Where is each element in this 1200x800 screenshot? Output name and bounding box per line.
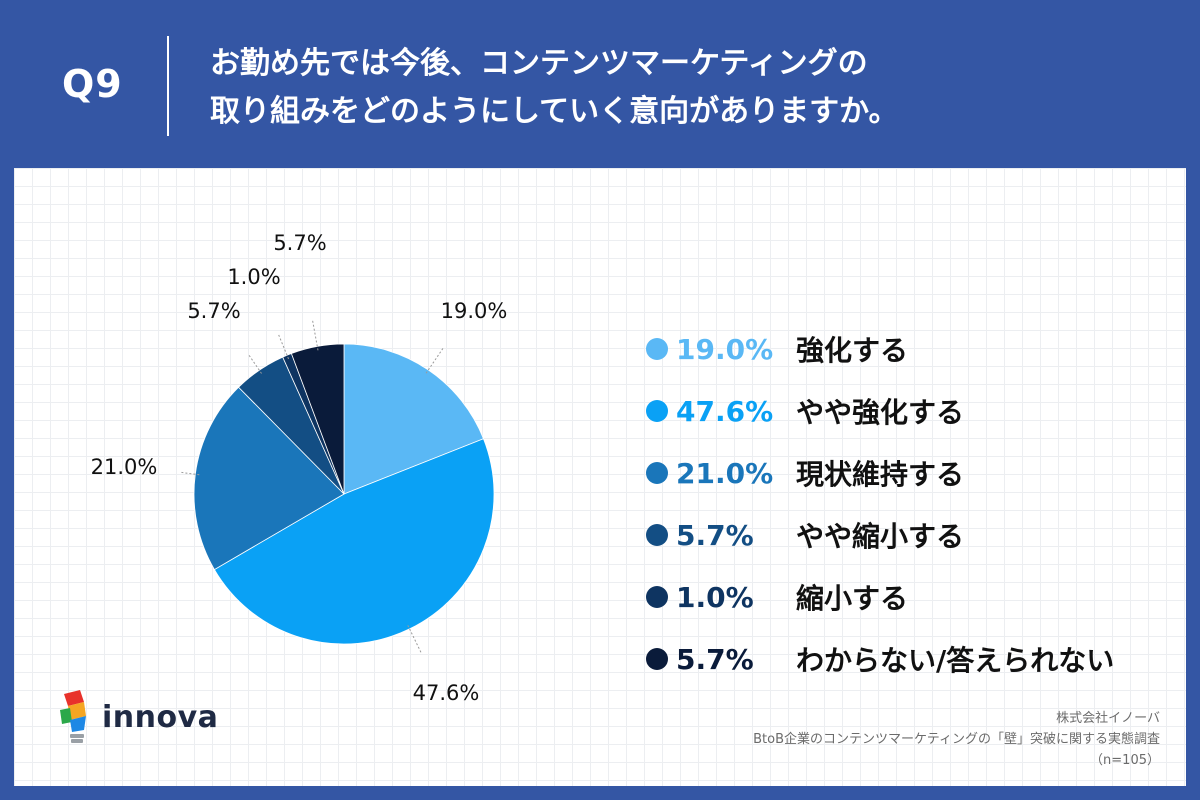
question-header: Q9 お勤め先では今後、コンテンツマーケティングの 取り組みをどのようにしていく… (0, 0, 1200, 170)
slice-data-label: 5.7% (187, 299, 240, 323)
legend-label: やや強化する (796, 396, 965, 429)
leader-line (312, 320, 319, 351)
legend-swatch (646, 400, 668, 422)
chart-panel: 19.0% 47.6% 21.0% 5.7% 1.0% 5.7% 19.0% 強化する 47.… (14, 168, 1186, 786)
slice-data-label: 47.6% (413, 681, 480, 705)
legend-label: わからない/答えられない (796, 644, 1115, 677)
source-survey: BtoB企業のコンテンツマーケティングの「壁」突破に関する実態調査 (753, 732, 1160, 747)
legend-swatch (646, 586, 668, 608)
legend-item: 5.7% やや縮小する (646, 504, 1186, 566)
legend-item: 21.0% 現状維持する (646, 442, 1186, 504)
leader-line (425, 348, 444, 374)
pie-chart: 19.0% 47.6% 21.0% 5.7% 1.0% 5.7% (91, 231, 508, 705)
chart-legend: 19.0% 強化する 47.6% やや強化する 21.0% 現状維持する 5.7% やや縮小す… (646, 318, 1186, 690)
legend-label: 縮小する (796, 582, 909, 615)
pie-slice (193, 386, 345, 571)
source-note: 株式会社イノーバ BtoB企業のコンテンツマーケティングの「壁」突破に関する実態… (753, 708, 1160, 771)
question-number: Q9 (62, 62, 123, 106)
pie-slice (213, 438, 495, 645)
leader-line (278, 334, 290, 360)
legend-percent: 47.6% (676, 394, 774, 428)
legend-item: 19.0% 強化する (646, 318, 1186, 380)
legend-item: 1.0% 縮小する (646, 566, 1186, 628)
legend-item: 47.6% やや強化する (646, 380, 1186, 442)
legend-percent: 5.7% (676, 518, 754, 552)
source-company: 株式会社イノーバ (1056, 711, 1160, 726)
legend-percent: 5.7% (676, 642, 754, 676)
legend-label: 強化する (796, 334, 909, 367)
source-sample-size: （n=105） (1090, 753, 1160, 768)
slice-data-label: 19.0% (441, 299, 508, 323)
legend-swatch (646, 338, 668, 360)
header-divider (167, 36, 169, 136)
question-line-1: お勤め先では今後、コンテンツマーケティングの (210, 46, 868, 81)
pie-slice (290, 343, 345, 495)
logo-text: innova (102, 700, 219, 735)
legend-item: 5.7% わからない/答えられない (646, 628, 1186, 690)
pie-slice (343, 343, 484, 495)
legend-swatch (646, 648, 668, 670)
legend-percent: 19.0% (676, 332, 774, 366)
question-line-2: 取り組みをどのようにしていく意向がありますか。 (210, 94, 899, 129)
question-text: お勤め先では今後、コンテンツマーケティングの 取り組みをどのようにしていく意向が… (210, 40, 1170, 136)
slice-data-label: 21.0% (91, 455, 158, 479)
legend-label: やや縮小する (796, 520, 965, 553)
legend-swatch (646, 524, 668, 546)
leader-line (181, 471, 200, 476)
slice-data-label: 5.7% (273, 231, 326, 255)
innova-logo: innova (54, 688, 224, 748)
legend-percent: 1.0% (676, 580, 754, 614)
lightbulb-logo-icon (60, 690, 86, 743)
slice-data-label: 1.0% (227, 265, 280, 289)
legend-swatch (646, 462, 668, 484)
leader-line (407, 625, 423, 655)
legend-percent: 21.0% (676, 456, 774, 490)
legend-label: 現状維持する (796, 458, 965, 491)
